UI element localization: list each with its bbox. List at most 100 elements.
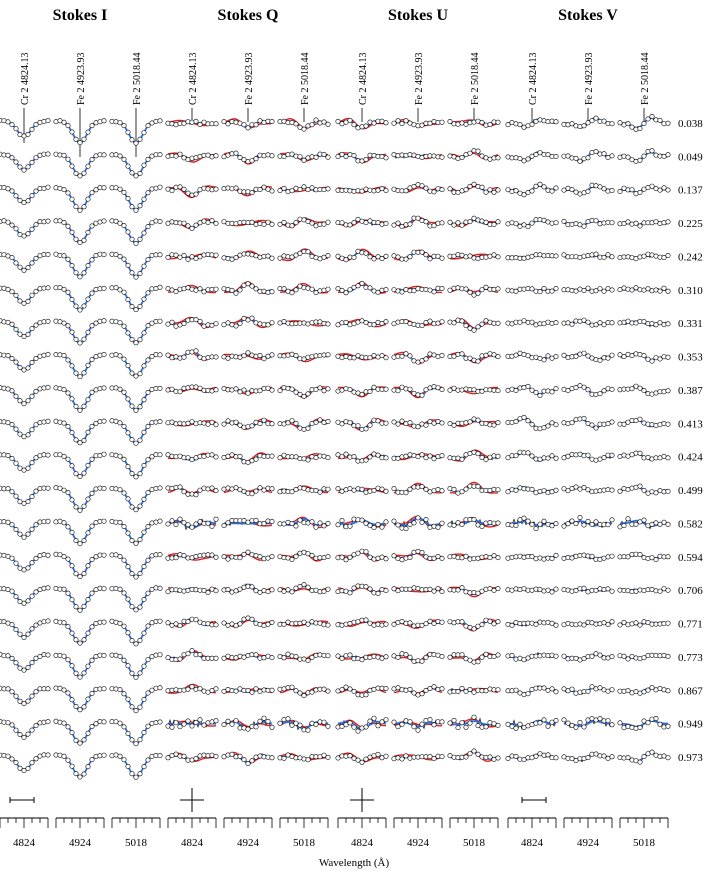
observed-point	[297, 186, 303, 192]
observed-point	[169, 219, 175, 225]
observed-point	[513, 255, 519, 261]
observed-point	[609, 352, 615, 358]
observed-point	[129, 571, 135, 577]
observed-point	[53, 485, 59, 491]
observed-point	[89, 624, 95, 630]
observed-point	[517, 721, 523, 727]
observed-point	[121, 256, 127, 262]
observed-point	[649, 358, 655, 364]
observed-point	[537, 426, 543, 432]
observed-point	[33, 388, 39, 394]
observed-point	[467, 150, 473, 156]
observed-point	[391, 419, 397, 425]
observed-point	[17, 331, 23, 337]
observed-point	[517, 449, 523, 455]
observed-point	[309, 454, 315, 460]
observed-point	[661, 724, 667, 730]
observed-point	[245, 125, 251, 131]
observed-point	[17, 264, 23, 270]
observed-point	[85, 462, 91, 468]
observed-point	[61, 253, 67, 259]
observed-point	[305, 621, 311, 627]
observed-point	[495, 254, 501, 260]
observed-point	[363, 123, 369, 129]
observed-point	[359, 725, 365, 731]
observed-point	[609, 220, 615, 226]
observed-point	[269, 619, 275, 625]
observed-point	[257, 254, 263, 260]
line-label: Fe 2 5018.44	[300, 53, 311, 106]
observed-point	[601, 753, 607, 759]
observed-point	[25, 765, 31, 771]
observed-point	[629, 187, 635, 193]
observed-point	[213, 718, 219, 724]
observed-point	[77, 173, 83, 179]
observed-point	[553, 487, 559, 493]
observed-point	[629, 287, 635, 293]
panel-title: Stokes Q	[218, 7, 279, 24]
observed-point	[605, 718, 611, 724]
observed-point	[383, 355, 389, 361]
observed-point	[101, 385, 107, 391]
observed-point	[117, 453, 123, 459]
x-tick-label: 4824	[521, 837, 544, 849]
observed-point	[423, 654, 429, 660]
observed-point	[17, 465, 23, 471]
observed-point	[467, 219, 473, 225]
observed-point	[141, 596, 147, 602]
observed-point	[351, 454, 357, 460]
observed-point	[181, 721, 187, 727]
observed-point	[37, 320, 43, 326]
observed-point	[491, 352, 497, 358]
observed-point	[533, 288, 539, 294]
observed-point	[25, 698, 31, 704]
x-tick-label: 4824	[351, 837, 374, 849]
observed-point	[45, 452, 51, 458]
observed-point	[89, 590, 95, 596]
observed-point	[375, 452, 381, 458]
observed-point	[249, 315, 255, 321]
observed-point	[113, 285, 119, 291]
observed-point	[455, 688, 461, 694]
observed-point	[553, 119, 559, 125]
observed-point	[335, 522, 341, 528]
observed-point	[261, 556, 267, 562]
observed-point	[73, 336, 79, 342]
observed-point	[89, 123, 95, 129]
observed-point	[525, 383, 531, 389]
observed-point	[355, 728, 361, 734]
observed-point	[371, 715, 377, 721]
observed-point	[193, 756, 199, 762]
observed-point	[629, 221, 635, 227]
observed-point	[45, 418, 51, 424]
observed-point	[45, 752, 51, 758]
observed-point	[293, 121, 299, 127]
observed-point	[335, 388, 341, 394]
observed-point	[157, 418, 163, 424]
observed-point	[153, 419, 159, 425]
observed-point	[121, 490, 127, 496]
observed-point	[573, 553, 579, 559]
observed-point	[29, 593, 35, 599]
phase-label: 0.225	[678, 218, 703, 230]
observed-point	[463, 219, 469, 225]
observed-point	[553, 755, 559, 761]
observed-point	[125, 530, 131, 536]
observed-point	[569, 354, 575, 360]
observed-point	[475, 217, 481, 223]
observed-point	[585, 253, 591, 259]
observed-point	[65, 256, 71, 262]
observed-point	[317, 288, 323, 294]
observed-point	[653, 715, 659, 721]
observed-point	[467, 325, 473, 331]
observed-point	[193, 617, 199, 623]
observed-point	[289, 489, 295, 495]
observed-point	[439, 589, 445, 595]
observed-point	[505, 320, 511, 326]
observed-point	[553, 586, 559, 592]
observed-point	[29, 292, 35, 298]
observed-point	[585, 188, 591, 194]
panel-title: Stokes V	[558, 7, 618, 24]
observed-point	[467, 289, 473, 295]
observed-point	[205, 387, 211, 393]
